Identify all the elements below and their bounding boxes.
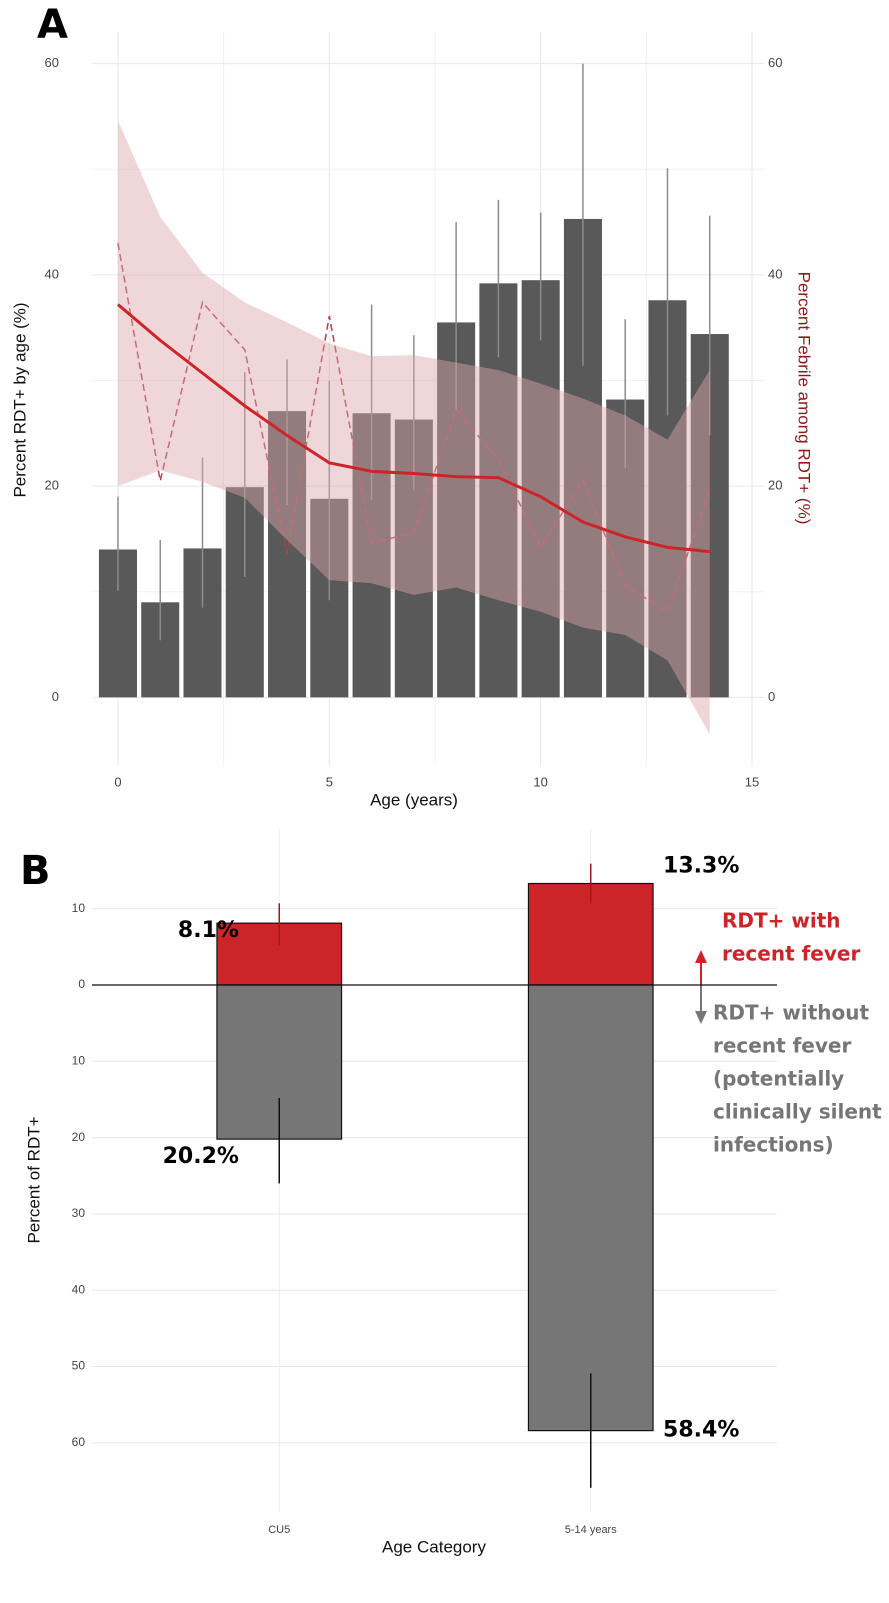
y2-tick-label: 40 [768, 266, 782, 281]
value-label: 20.2% [163, 1144, 239, 1169]
y-tick-label: 10 [72, 1053, 86, 1067]
y2-axis-title: Percent Febrile among RDT+ (%) [795, 272, 814, 525]
x-axis-title: Age Category [382, 1537, 486, 1556]
y2-tick-label: 20 [768, 478, 782, 493]
x-tick-label: 10 [533, 774, 547, 789]
plot-a: 0 5 10 15 0 20 40 60 0 20 40 60 Age (years) Percent R… [10, 32, 814, 809]
value-label: 8.1% [178, 918, 239, 943]
x-axis-title: Age (years) [370, 790, 458, 809]
annotation: (potentially [713, 1067, 844, 1091]
y-tick-label: 30 [72, 1206, 86, 1220]
dashed-line [117, 243, 711, 613]
annotation: recent fever [713, 1034, 851, 1058]
y-tick-label: 20 [45, 478, 59, 493]
up-arrow-head [695, 950, 707, 963]
down-arrow-head [695, 1011, 707, 1024]
plot-b: 60 50 40 30 20 10 0 10 CU5 5-14 years Age Category… [24, 830, 882, 1556]
y-tick-label: 40 [45, 266, 59, 281]
y-tick-label: 40 [72, 1282, 86, 1296]
y-axis-title: Percent RDT+ by age (%) [10, 302, 29, 497]
annotation: infections) [713, 1133, 834, 1157]
y-tick-label: 60 [72, 1435, 86, 1449]
value-label: 13.3% [663, 853, 739, 878]
y-tick-label: 0 [52, 689, 59, 704]
value-label: 58.4% [663, 1418, 739, 1443]
panel-label: B [20, 848, 51, 894]
arrows [695, 950, 707, 1024]
confidence-band [117, 120, 710, 735]
y-tick-label: 10 [72, 901, 86, 915]
bar [527, 984, 654, 1432]
y-tick-label: 60 [45, 55, 59, 70]
annotation: recent fever [722, 942, 860, 966]
annotation: RDT+ without [713, 1001, 869, 1025]
y-axis-title: Percent of RDT+ [24, 1116, 43, 1243]
x-tick-label: 0 [114, 774, 121, 789]
smooth-line [116, 303, 710, 554]
x-tick-label: CU5 [268, 1524, 290, 1536]
y-tick-label: 50 [72, 1359, 86, 1373]
bar [521, 280, 560, 698]
annotation: clinically silent [713, 1100, 882, 1124]
y-tick-label: 0 [78, 977, 85, 991]
y2-tick-label: 0 [768, 689, 775, 704]
panel-label: A [37, 2, 68, 48]
y2-tick-label: 60 [768, 55, 782, 70]
annotation: RDT+ with [722, 909, 841, 933]
x-tick-label: 15 [745, 774, 759, 789]
x-tick-label: 5 [326, 774, 333, 789]
y-tick-label: 20 [72, 1130, 86, 1144]
x-tick-label: 5-14 years [565, 1524, 617, 1536]
